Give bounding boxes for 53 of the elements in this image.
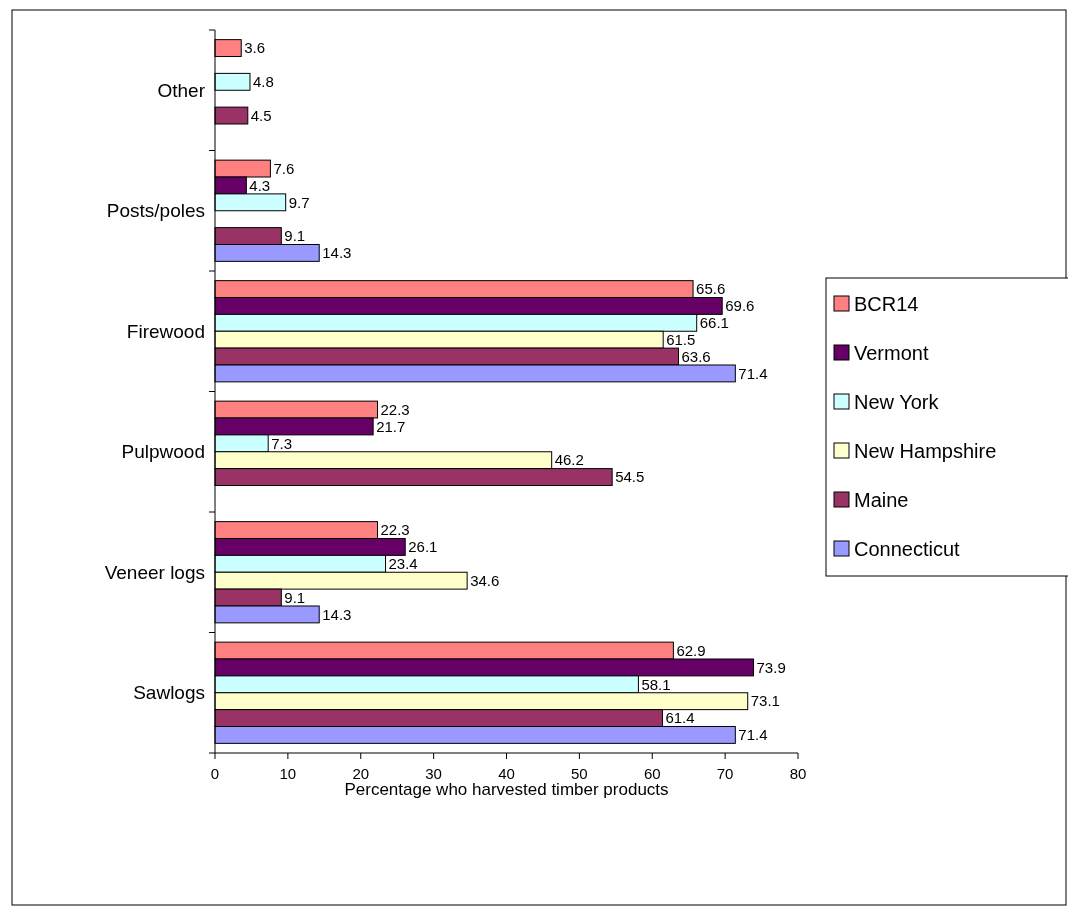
- x-tick-label: 20: [352, 765, 370, 782]
- data-label: 66.1: [699, 314, 729, 332]
- data-label: 54.5: [615, 468, 645, 486]
- x-tick-label: 0: [210, 765, 220, 782]
- x-tick-label: 30: [425, 765, 442, 782]
- data-label: 4.3: [249, 176, 271, 194]
- data-label: 26.1: [408, 538, 438, 556]
- data-label: 14.3: [322, 244, 352, 262]
- x-tick-label: 60: [643, 765, 661, 782]
- data-label: 7.6: [273, 159, 295, 177]
- data-label: 21.7: [376, 417, 406, 435]
- data-label: 4.8: [252, 73, 274, 91]
- data-label: 61.5: [666, 330, 696, 348]
- data-label: 3.6: [244, 39, 266, 57]
- data-label: 73.1: [750, 692, 780, 710]
- x-axis-title: Percentage who harvested timber products: [344, 780, 669, 799]
- data-label: 62.9: [676, 641, 706, 659]
- legend-label: Vermont: [854, 342, 929, 364]
- data-label: 4.5: [250, 106, 272, 124]
- legend-label: Maine: [854, 489, 909, 511]
- x-tick-label: 70: [716, 765, 734, 782]
- data-label: 22.3: [380, 400, 410, 418]
- x-tick-label: 40: [498, 765, 515, 782]
- legend-label: New Hampshire: [854, 440, 997, 462]
- x-tick-label: 50: [571, 765, 588, 782]
- y-tick-label: Other: [157, 79, 206, 101]
- legend-label: BCR14: [854, 293, 919, 315]
- data-label: 71.4: [738, 364, 768, 382]
- data-label: 58.1: [641, 675, 671, 693]
- y-tick-label: Sawlogs: [133, 682, 205, 704]
- y-tick-label: Firewood: [126, 320, 205, 342]
- data-label: 61.4: [665, 709, 695, 727]
- y-tick-label: Veneer logs: [104, 561, 205, 583]
- data-label: 9.1: [284, 588, 306, 606]
- data-label: 9.7: [288, 193, 310, 211]
- data-label: 34.6: [470, 571, 500, 589]
- data-label: 22.3: [380, 521, 410, 539]
- data-label: 7.3: [271, 434, 293, 452]
- data-label: 9.1: [284, 227, 306, 245]
- data-label: 73.9: [756, 658, 786, 676]
- legend-label: Connecticut: [854, 538, 961, 560]
- data-label: 46.2: [554, 451, 584, 469]
- data-label: 23.4: [388, 555, 418, 573]
- data-label: 65.6: [696, 280, 726, 298]
- data-label: 14.3: [322, 605, 352, 623]
- y-tick-label: Posts/poles: [106, 200, 205, 222]
- data-label: 63.6: [681, 347, 711, 365]
- x-tick-label: 80: [789, 765, 807, 782]
- data-label: 71.4: [738, 726, 768, 744]
- legend-label: New York: [854, 391, 940, 413]
- data-label: 69.6: [725, 297, 755, 315]
- y-tick-label: Pulpwood: [121, 441, 205, 463]
- x-tick-label: 10: [279, 765, 297, 782]
